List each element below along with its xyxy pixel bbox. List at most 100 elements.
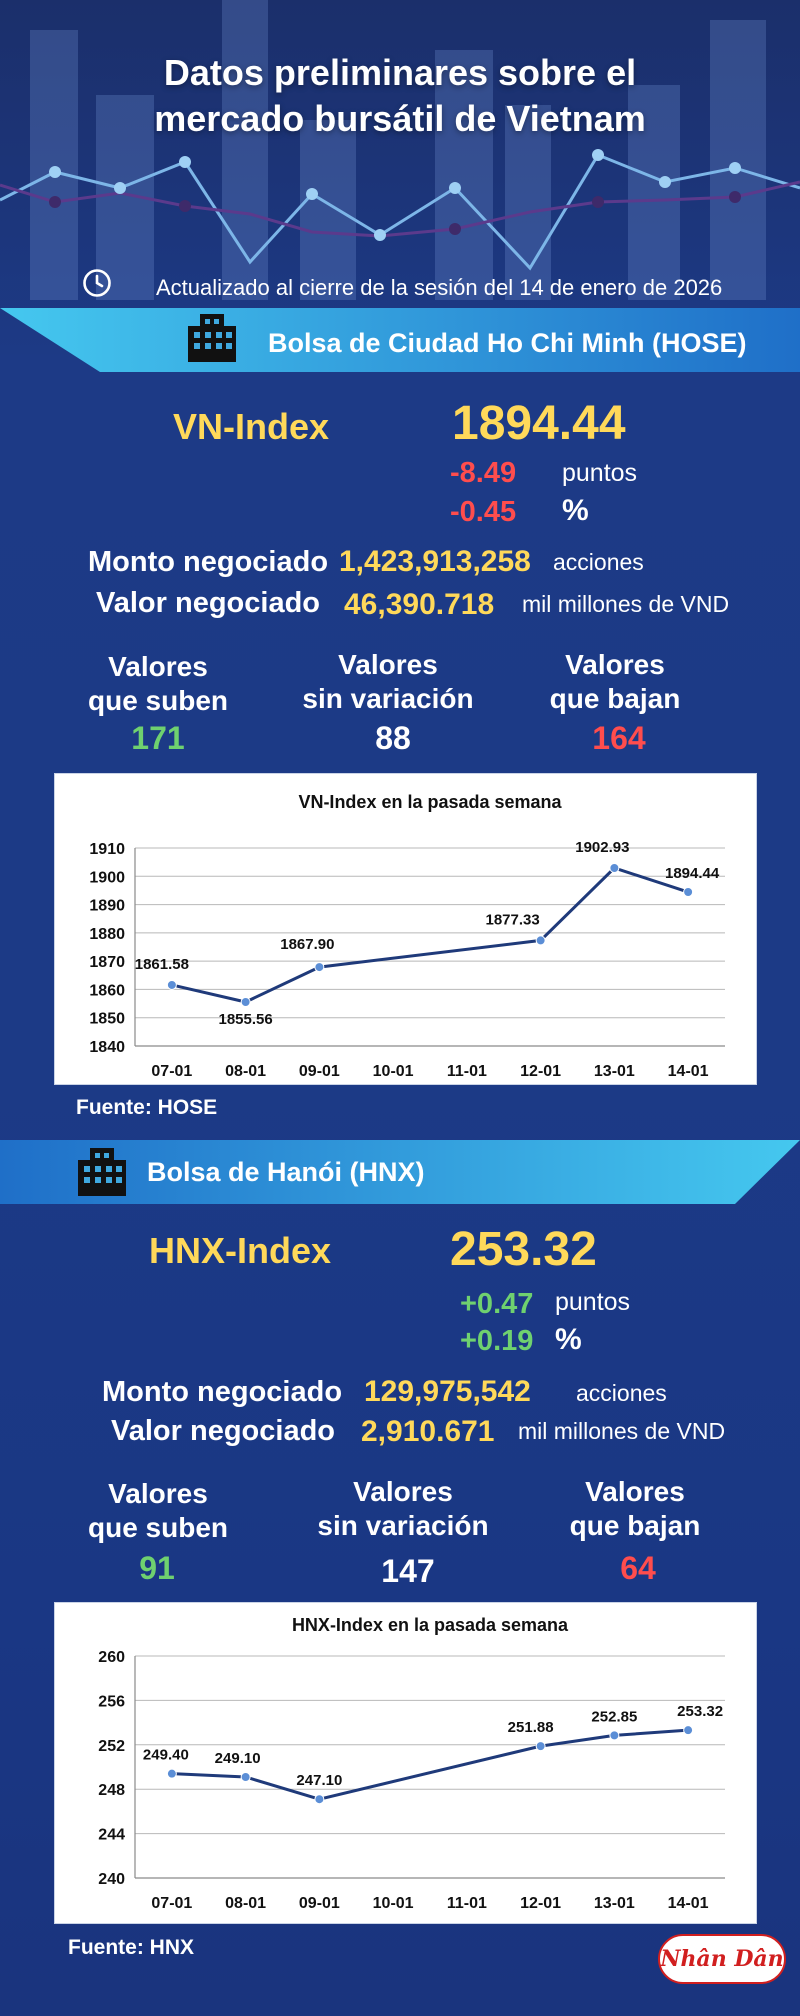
hnx-turnover-unit: mil millones de VND — [518, 1418, 726, 1444]
hnx-advancers-count: 91 — [139, 1550, 175, 1586]
hnx-exchange-name: Bolsa de Hanói (HNX) — [147, 1157, 425, 1187]
data-label: 1855.56 — [219, 1011, 273, 1028]
page-title: Datos preliminares sobre el mercado burs… — [0, 50, 800, 142]
hnx-index-name: HNX-Index — [149, 1230, 332, 1271]
y-tick-label: 1880 — [89, 926, 125, 943]
data-label: 249.10 — [215, 1750, 261, 1767]
x-tick-label: 12-01 — [520, 1063, 561, 1080]
data-point — [609, 1730, 620, 1741]
hnx-change-points: +0.47 — [460, 1288, 534, 1320]
y-tick-label: 240 — [98, 1871, 125, 1888]
y-tick-label: 1910 — [89, 841, 125, 858]
y-tick-label: 248 — [98, 1782, 125, 1799]
hnx-index-chart-svg: HNX-Index en la pasada semana 240 244 248 25… — [98, 1615, 725, 1912]
data-label: 252.85 — [591, 1708, 637, 1725]
x-tick-label: 11-01 — [447, 1895, 487, 1912]
vn-change-points-unit: puntos — [562, 459, 638, 487]
building-icon — [78, 1148, 126, 1196]
y-tick-label: 1850 — [89, 1011, 125, 1028]
series-line — [171, 866, 689, 1004]
data-label: 249.40 — [143, 1747, 189, 1764]
x-tick-label: 09-01 — [299, 1895, 340, 1912]
title-line-2: mercado bursátil de Vietnam — [154, 98, 646, 139]
data-point — [535, 935, 546, 946]
x-tick-label: 10-01 — [373, 1895, 414, 1912]
building-icon — [188, 314, 236, 362]
data-point — [240, 1771, 251, 1782]
data-point — [314, 1794, 325, 1805]
data-point — [683, 887, 694, 898]
y-tick-label: 1840 — [89, 1039, 125, 1056]
x-tick-label: 14-01 — [668, 1063, 709, 1080]
vn-index-name: VN-Index — [173, 406, 330, 447]
hose-decliners-count: 164 — [592, 720, 646, 756]
y-tick-label: 260 — [98, 1649, 125, 1666]
hose-volume-value: 1,423,913,258 — [339, 545, 531, 578]
x-tick-label: 08-01 — [225, 1063, 266, 1080]
hnx-volume-label: Monto negociado — [102, 1376, 343, 1408]
y-tick-label: 244 — [98, 1827, 125, 1844]
y-tick-label: 256 — [98, 1693, 125, 1710]
logo-text: Nhân Dân — [660, 1946, 784, 1972]
x-tick-label: 13-01 — [594, 1895, 635, 1912]
data-point — [166, 979, 177, 990]
vn-index-chart-svg: VN-Index en la pasada semana 1840 1850 1860… — [89, 792, 725, 1080]
data-label: 1877.33 — [486, 911, 540, 928]
data-point — [166, 1768, 177, 1779]
vn-index-chart: VN-Index en la pasada semana 1840 1850 1860… — [54, 773, 757, 1085]
hnx-decliners-count: 64 — [620, 1550, 656, 1586]
chart-title: VN-Index en la pasada semana — [298, 792, 562, 812]
hnx-change-percent: +0.19 — [460, 1325, 534, 1357]
x-tick-label: 14-01 — [668, 1895, 709, 1912]
data-point — [240, 996, 251, 1007]
hnx-index-value: 253.32 — [450, 1223, 597, 1276]
header-banner: Datos preliminares sobre el mercado burs… — [0, 0, 800, 300]
header-decoration — [0, 149, 800, 271]
hnx-volume-value: 129,975,542 — [364, 1375, 531, 1408]
title-line-1: Datos preliminares sobre el — [163, 52, 637, 93]
hose-advancers-count: 171 — [131, 720, 185, 756]
hnx-turnover-value: 2,910.671 — [361, 1415, 495, 1448]
vn-index-value: 1894.44 — [452, 397, 626, 450]
x-tick-label: 07-01 — [151, 1063, 192, 1080]
hnx-advancers-label: Valores que suben — [87, 1478, 228, 1543]
data-label: 1894.44 — [665, 865, 720, 882]
y-tick-label: 1890 — [89, 898, 125, 915]
data-label: 253.32 — [677, 1703, 723, 1720]
series-line — [171, 1728, 689, 1801]
vn-change-percent: -0.45 — [450, 496, 517, 528]
x-tick-label: 11-01 — [447, 1063, 487, 1080]
hnx-volume-unit: acciones — [576, 1380, 667, 1406]
hose-volume-label: Monto negociado — [88, 546, 329, 578]
data-label: 1861.58 — [135, 956, 189, 973]
chart-title: HNX-Index en la pasada semana — [292, 1615, 569, 1635]
hnx-change-percent-unit: % — [555, 1323, 582, 1356]
data-point — [314, 962, 325, 973]
data-label: 247.10 — [296, 1772, 342, 1789]
data-label: 1867.90 — [280, 936, 334, 953]
x-tick-label: 13-01 — [594, 1063, 635, 1080]
x-tick-label: 10-01 — [373, 1063, 414, 1080]
y-tick-label: 1860 — [89, 982, 125, 999]
data-point — [535, 1741, 546, 1752]
updated-text: Actualizado al cierre de la sesión del 1… — [156, 275, 723, 300]
hose-decliners-label: Valores que bajan — [549, 649, 681, 714]
hnx-unchanged-count: 147 — [381, 1553, 435, 1589]
hnx-index-chart: HNX-Index en la pasada semana 240 244 248 25… — [54, 1602, 757, 1924]
hose-turnover-value: 46,390.718 — [344, 588, 495, 621]
data-label: 251.88 — [508, 1719, 554, 1736]
vn-change-points: -8.49 — [450, 457, 517, 489]
hose-exchange-name: Bolsa de Ciudad Ho Chi Minh (HOSE) — [268, 328, 747, 358]
x-tick-label: 07-01 — [151, 1895, 192, 1912]
hose-volume-unit: acciones — [553, 549, 644, 575]
y-tick-label: 1900 — [89, 869, 125, 886]
hose-unchanged-count: 88 — [375, 720, 411, 756]
hose-turnover-unit: mil millones de VND — [522, 591, 730, 617]
data-point — [683, 1725, 694, 1736]
vn-change-percent-unit: % — [562, 494, 589, 527]
hose-turnover-label: Valor negociado — [96, 587, 320, 619]
y-tick-label: 1870 — [89, 954, 125, 971]
y-tick-label: 252 — [98, 1738, 125, 1755]
hose-source: Fuente: HOSE — [76, 1096, 218, 1119]
hnx-decliners-label: Valores que bajan — [569, 1476, 701, 1541]
